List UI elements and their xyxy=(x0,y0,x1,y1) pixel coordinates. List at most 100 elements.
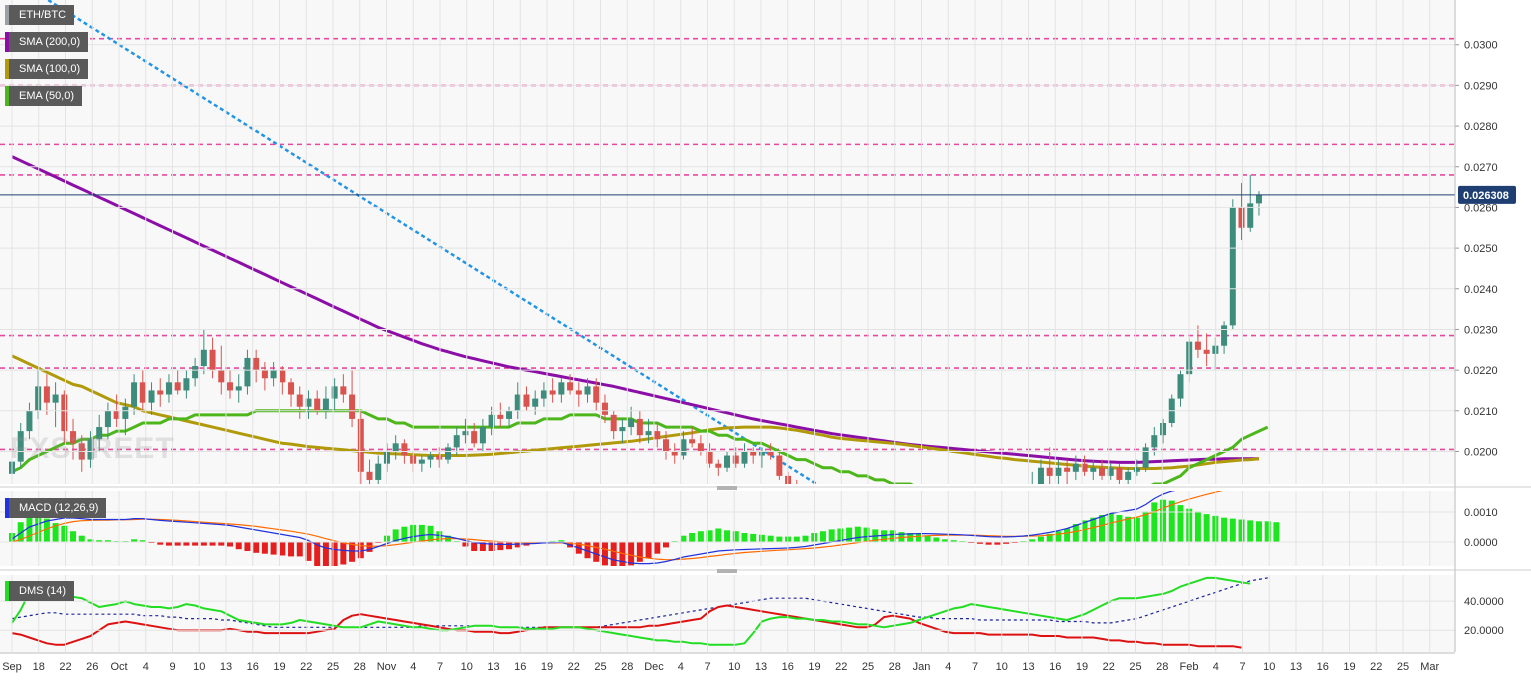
x-tick-label: Jan xyxy=(913,661,931,673)
macd-histogram-bar xyxy=(462,542,469,547)
macd-histogram-bar xyxy=(1247,520,1254,542)
macd-histogram-bar xyxy=(732,531,739,542)
candle-body xyxy=(750,451,757,456)
x-tick-label: 25 xyxy=(327,661,339,673)
legend-macd[interactable]: MACD (12,26,9) xyxy=(5,498,107,518)
candle-body xyxy=(340,386,347,395)
macd-histogram-bar xyxy=(837,528,844,542)
macd-histogram-bar xyxy=(209,542,216,546)
candle-body xyxy=(288,382,295,395)
legend-symbol[interactable]: ETH/BTC xyxy=(5,5,75,25)
y-tick-label: 0.0270 xyxy=(1464,162,1498,174)
y-tick-label: 0.0210 xyxy=(1464,406,1498,418)
candle-body xyxy=(1037,467,1044,484)
x-tick-label: 10 xyxy=(996,661,1008,673)
candle-body xyxy=(357,418,364,472)
candle-body xyxy=(776,455,783,476)
candle-body xyxy=(767,451,774,456)
x-tick-label: 22 xyxy=(568,661,580,673)
legend-sma200[interactable]: SMA (200,0) xyxy=(5,32,89,52)
macd-histogram-bar xyxy=(933,537,940,542)
legend-ema50[interactable]: EMA (50,0) xyxy=(5,86,83,106)
x-tick-label: 10 xyxy=(1263,661,1275,673)
x-tick-label: Mar xyxy=(1420,661,1439,673)
macd-histogram-bar xyxy=(924,535,931,542)
macd-signal-line xyxy=(11,491,1223,561)
candle-body xyxy=(87,439,94,460)
candle-body xyxy=(628,418,635,428)
macd-histogram-bar xyxy=(1255,521,1262,542)
macd-histogram-bar xyxy=(793,536,800,542)
macd-histogram-bar xyxy=(436,531,443,542)
macd-histogram-bar xyxy=(741,533,748,542)
macd-histogram-bar xyxy=(689,533,696,542)
candle-body xyxy=(514,394,521,411)
candle-body xyxy=(1238,207,1245,228)
candle-body xyxy=(1229,207,1236,326)
panel-resize-handle[interactable] xyxy=(717,569,737,573)
macd-histogram-bar xyxy=(1151,502,1158,542)
trend-line xyxy=(45,0,819,484)
candle-body xyxy=(1151,435,1158,448)
macd-histogram-bar xyxy=(994,542,1001,545)
candle-body xyxy=(593,386,600,403)
x-tick-label: Dec xyxy=(644,661,664,673)
candle-body xyxy=(506,410,513,419)
macd-histogram-bar xyxy=(1081,520,1088,542)
macd-histogram-bar xyxy=(1046,533,1053,542)
candle-body xyxy=(235,386,242,391)
legend-dms[interactable]: DMS (14) xyxy=(5,581,75,601)
macd-histogram-bar xyxy=(697,531,704,542)
x-tick-label: 4 xyxy=(1213,661,1219,673)
macd-histogram-bar xyxy=(1238,519,1245,542)
candle-body xyxy=(43,386,50,403)
candle-body xyxy=(645,431,652,436)
y-tick-label: 0.0280 xyxy=(1464,121,1498,133)
panel-resize-handle[interactable] xyxy=(717,486,737,490)
plus-di-line xyxy=(11,576,1251,646)
macd-histogram-bar xyxy=(349,542,356,562)
dms-panel-bg xyxy=(0,575,1455,652)
candle-body xyxy=(52,394,59,403)
x-tick-label: 13 xyxy=(220,661,232,673)
x-tick-label: Oct xyxy=(110,661,127,673)
macd-histogram-bar xyxy=(157,542,164,545)
candle-body xyxy=(96,427,103,440)
macd-histogram-bar xyxy=(165,542,172,546)
x-tick-label: 19 xyxy=(273,661,285,673)
macd-histogram-bar xyxy=(366,542,373,552)
macd-y-tick-label: 0.0000 xyxy=(1464,537,1498,549)
y-tick-label: 0.0290 xyxy=(1464,80,1498,92)
candle-body xyxy=(497,414,504,419)
candle-body xyxy=(1055,467,1062,476)
candle-body xyxy=(680,439,687,456)
candle-body xyxy=(70,431,77,444)
adx-line xyxy=(11,577,1268,628)
x-tick-label: 25 xyxy=(1397,661,1409,673)
macd-histogram-bar xyxy=(645,542,652,559)
candle-body xyxy=(758,451,765,456)
y-tick-label: 0.0260 xyxy=(1464,202,1498,214)
x-tick-label: 4 xyxy=(410,661,416,673)
macd-histogram-bar xyxy=(1273,522,1280,542)
macd-histogram-bar xyxy=(78,535,85,542)
macd-histogram-bar xyxy=(1090,517,1097,542)
x-tick-label: 22 xyxy=(1370,661,1382,673)
macd-histogram-bar xyxy=(96,540,103,542)
candle-body xyxy=(549,390,556,395)
legend-sma100[interactable]: SMA (100,0) xyxy=(5,59,89,79)
candle-body xyxy=(61,394,68,432)
last-price-label: 0.026308 xyxy=(1463,190,1509,202)
watermark: FXSTREET xyxy=(10,432,175,465)
candle-body xyxy=(148,390,155,403)
x-tick-label: 26 xyxy=(86,661,98,673)
macd-histogram-bar xyxy=(314,542,321,566)
sma100-line xyxy=(11,354,1260,470)
x-tick-label: 4 xyxy=(678,661,684,673)
candle-body xyxy=(619,427,626,432)
candle-body xyxy=(601,402,608,415)
candle-body xyxy=(1046,467,1053,476)
candle-body xyxy=(1072,463,1079,472)
macd-histogram-bar xyxy=(1203,514,1210,542)
macd-histogram-bar xyxy=(322,542,329,566)
